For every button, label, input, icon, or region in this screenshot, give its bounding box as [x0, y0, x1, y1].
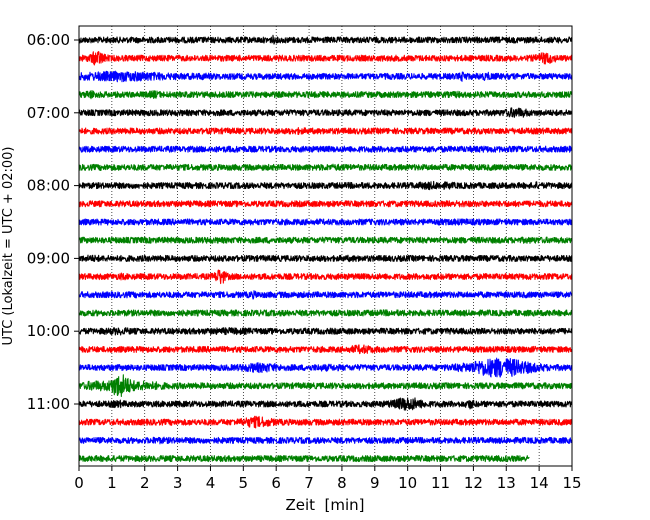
x-axis-ticks: 0 1 2 3 4 5 6 7 8 9 10 11 12 13 14 15: [74, 466, 582, 492]
y-tick-label: 06:00: [27, 31, 70, 49]
y-axis-label: UTC (Lokalzeit = UTC + 02:00): [1, 147, 16, 346]
trace-0845: [78, 236, 573, 244]
plot-frame: [78, 25, 573, 467]
x-tick-label: 1: [107, 474, 117, 492]
x-tick-label: 13: [497, 474, 516, 492]
x-tick-label: 2: [140, 474, 150, 492]
x-tick-label: 0: [74, 474, 84, 492]
trace-0645: [78, 89, 573, 100]
x-tick-label: 5: [239, 474, 249, 492]
seismic-traces: [78, 34, 573, 463]
trace-0815: [78, 200, 573, 208]
x-tick-label: 6: [271, 474, 281, 492]
trace-1100: [78, 397, 573, 411]
trace-0600: [78, 34, 573, 45]
trace-1045: [78, 374, 573, 398]
trace-1145: [78, 455, 530, 463]
x-tick-label: 11: [431, 474, 450, 492]
trace-0830: [78, 218, 573, 226]
trace-0930: [78, 290, 573, 300]
trace-1130: [78, 436, 573, 445]
x-tick-label: 8: [337, 474, 347, 492]
trace-0745: [78, 163, 573, 171]
x-tick-label: 12: [464, 474, 483, 492]
trace-0615: [78, 51, 573, 66]
x-tick-label: 4: [206, 474, 216, 492]
x-tick-label: 9: [370, 474, 380, 492]
y-tick-label: 08:00: [27, 177, 70, 195]
trace-0630: [78, 70, 573, 83]
y-tick-label: 11:00: [27, 395, 70, 413]
trace-0715: [78, 127, 573, 136]
trace-0800: [78, 180, 573, 191]
trace-0945: [78, 309, 573, 317]
trace-0900: [78, 254, 573, 263]
x-tick-label: 14: [530, 474, 549, 492]
grid-lines: [111, 26, 540, 466]
trace-1000: [78, 327, 573, 336]
y-tick-label: 10:00: [27, 322, 70, 340]
trace-0700: [78, 107, 573, 118]
trace-1115: [78, 415, 573, 429]
x-tick-label: 10: [398, 474, 417, 492]
x-tick-label: 3: [173, 474, 183, 492]
y-tick-label: 07:00: [27, 104, 70, 122]
trace-0915: [78, 269, 573, 285]
trace-1030: [78, 357, 573, 378]
x-axis-label: Zeit [min]: [285, 496, 364, 514]
y-axis-ticks: 06:00 07:00 08:00 09:00 10:00 11:00: [27, 31, 79, 413]
x-tick-label: 15: [562, 474, 581, 492]
trace-1015: [78, 344, 573, 355]
trace-0730: [78, 145, 573, 153]
y-tick-label: 09:00: [27, 249, 70, 267]
x-tick-label: 7: [304, 474, 314, 492]
